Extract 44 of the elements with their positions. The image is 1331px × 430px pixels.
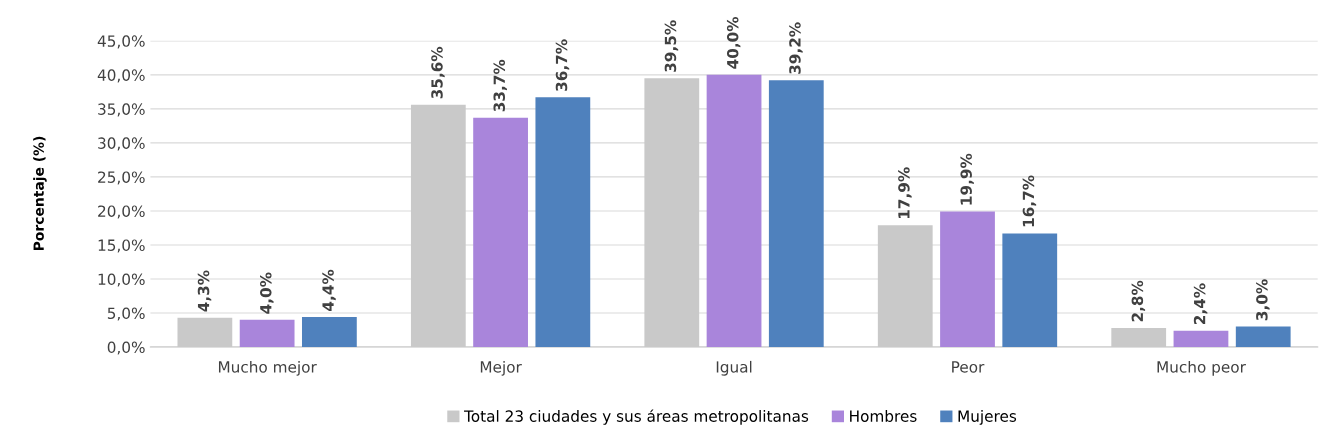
data-label: 40,0% bbox=[726, 16, 741, 69]
data-label: 2,4% bbox=[1193, 283, 1208, 325]
bar bbox=[1002, 233, 1058, 348]
y-tick-label: 0,0% bbox=[107, 341, 145, 355]
data-label: 2,8% bbox=[1131, 280, 1146, 322]
bar bbox=[535, 97, 591, 348]
data-label: 17,9% bbox=[898, 167, 912, 219]
y-tick-label: 10,0% bbox=[98, 273, 145, 287]
bar bbox=[940, 211, 995, 348]
y-tick-label: 15,0% bbox=[98, 239, 145, 253]
y-tick-label: 30,0% bbox=[98, 137, 145, 151]
data-label: 35,6% bbox=[431, 46, 445, 99]
y-tick-label: 25,0% bbox=[98, 171, 145, 185]
y-tick-label: 45,0% bbox=[97, 35, 145, 49]
data-label: 3,0% bbox=[1256, 279, 1270, 321]
legend-label: Mujeres bbox=[958, 410, 1017, 425]
legend-label: Total 23 ciudades y sus áreas metropolitanas bbox=[464, 409, 809, 425]
x-tick-label: Mejor bbox=[480, 360, 522, 376]
y-tick-label: 35,0% bbox=[98, 103, 145, 117]
data-label: 4,3% bbox=[197, 270, 212, 312]
y-tick-label: 20,0% bbox=[98, 205, 145, 219]
data-label: 4,0% bbox=[260, 272, 274, 314]
data-label: 19,9% bbox=[960, 153, 974, 205]
y-tick-label: 40,0% bbox=[97, 69, 145, 83]
bar bbox=[1235, 326, 1291, 348]
data-label: 4,4% bbox=[322, 269, 336, 311]
data-label: 39,2% bbox=[789, 22, 803, 74]
bar bbox=[473, 117, 528, 348]
legend-label: Hombres bbox=[850, 410, 917, 422]
bar bbox=[1173, 330, 1229, 348]
data-label: 39,5% bbox=[664, 20, 679, 72]
bar bbox=[706, 74, 762, 348]
data-label: 36,7% bbox=[555, 39, 570, 91]
x-tick-label: Mucho peor bbox=[1157, 360, 1246, 376]
bar bbox=[301, 317, 357, 348]
data-label: 16,7% bbox=[1022, 175, 1037, 227]
y-axis-title: Porcentaje (%) bbox=[33, 136, 47, 251]
x-tick-label: Igual bbox=[716, 360, 752, 376]
x-tick-label: Peor bbox=[952, 361, 985, 373]
x-tick-label: Mucho mejor bbox=[218, 360, 317, 376]
bar bbox=[768, 80, 824, 348]
y-tick-label: 5,0% bbox=[107, 307, 145, 321]
data-label: 33,7% bbox=[493, 59, 507, 112]
bar bbox=[239, 319, 295, 348]
